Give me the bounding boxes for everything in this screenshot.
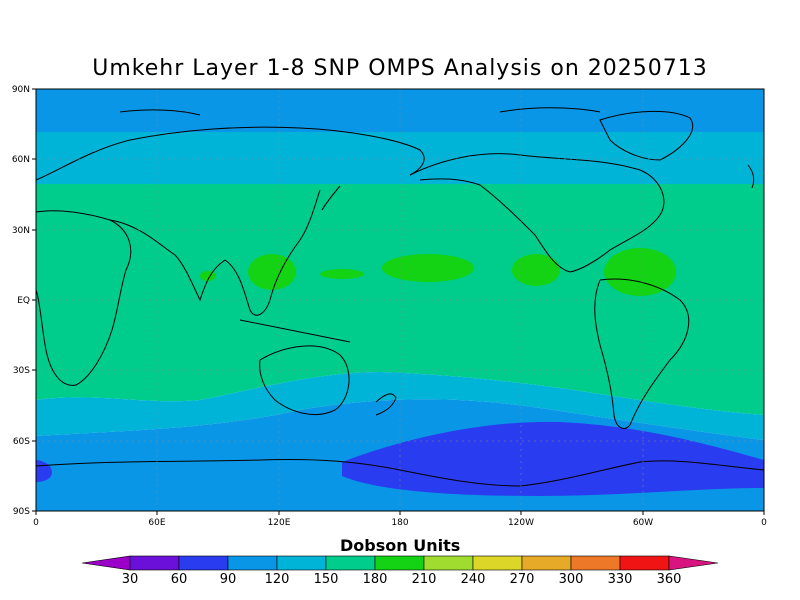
lat-label: 60N — [12, 155, 30, 165]
lat-label: 60S — [13, 437, 30, 447]
colorbar-swatch — [619, 555, 670, 571]
colorbar-arrow-right — [668, 555, 719, 571]
colorbar-swatch — [276, 555, 327, 571]
blob-dateline — [382, 254, 474, 282]
colorbar-tick-label: 210 — [411, 572, 437, 587]
colorbar-swatch — [423, 555, 474, 571]
lon-label: 0 — [761, 518, 767, 528]
lon-label: 0 — [33, 518, 39, 528]
colorbar-tick-label: 60 — [170, 572, 188, 587]
colorbar-tick-label: 300 — [558, 572, 584, 587]
colorbar-tick-label: 330 — [607, 572, 633, 587]
band-north-mid — [36, 132, 764, 184]
lat-label: 90S — [13, 507, 30, 517]
lat-label: 30N — [12, 226, 30, 236]
colorbar — [81, 555, 719, 571]
lon-label: 120E — [268, 518, 291, 528]
colorbar-swatch — [227, 555, 278, 571]
colorbar-tick-label: 180 — [362, 572, 388, 587]
colorbar-tick-label: 240 — [460, 572, 486, 587]
colorbar-tick-label: 90 — [219, 572, 237, 587]
lat-label: 30S — [13, 366, 30, 376]
colorbar-tick-label: 150 — [313, 572, 339, 587]
map-title: Umkehr Layer 1-8 SNP OMPS Analysis on 20… — [92, 56, 708, 81]
lon-label: 60E — [148, 518, 165, 528]
colorbar-swatch — [325, 555, 376, 571]
colorbar-swatch — [129, 555, 180, 571]
colorbar-tick-label: 360 — [656, 572, 682, 587]
graticule — [36, 89, 764, 511]
colorbar-swatch — [178, 555, 229, 571]
lon-label: 120W — [508, 518, 534, 528]
blob-centralpac — [320, 269, 364, 279]
blob-westpac — [248, 254, 296, 290]
lon-label: 60W — [633, 518, 653, 528]
lon-label: 180 — [391, 518, 408, 528]
colorbar-swatch — [521, 555, 572, 571]
blob-caribbean — [604, 248, 676, 296]
blob-eastpac — [512, 254, 560, 286]
band-south-mid — [36, 372, 764, 440]
colorbar-title: Dobson Units — [340, 536, 461, 555]
colorbar-swatch — [374, 555, 425, 571]
colorbar-swatch — [472, 555, 523, 571]
tick-marks — [32, 88, 765, 515]
colorbar-tick-label: 270 — [509, 572, 535, 587]
colorbar-arrow-left — [81, 555, 131, 571]
colorbar-tick-label: 120 — [264, 572, 290, 587]
lat-label: EQ — [17, 296, 30, 306]
colorbar-swatch — [570, 555, 621, 571]
colorbar-tick-label: 30 — [121, 572, 139, 587]
lat-label: 90N — [12, 85, 30, 95]
band-antarctic-low — [342, 421, 764, 496]
